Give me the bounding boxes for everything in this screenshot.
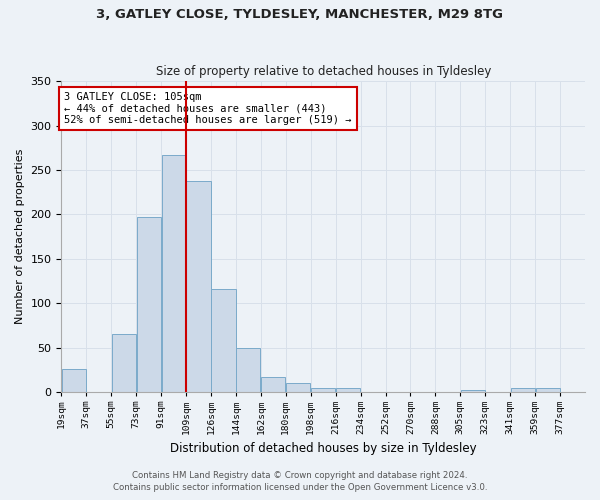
Bar xyxy=(112,334,136,392)
Bar xyxy=(236,348,260,392)
Bar xyxy=(161,155,185,392)
Bar xyxy=(261,377,286,392)
Text: 3, GATLEY CLOSE, TYLDESLEY, MANCHESTER, M29 8TG: 3, GATLEY CLOSE, TYLDESLEY, MANCHESTER, … xyxy=(97,8,503,20)
Text: Contains HM Land Registry data © Crown copyright and database right 2024.
Contai: Contains HM Land Registry data © Crown c… xyxy=(113,471,487,492)
Title: Size of property relative to detached houses in Tyldesley: Size of property relative to detached ho… xyxy=(155,66,491,78)
Y-axis label: Number of detached properties: Number of detached properties xyxy=(15,149,25,324)
Bar xyxy=(187,180,211,392)
Bar xyxy=(511,388,535,392)
Bar xyxy=(286,384,310,392)
Text: 3 GATLEY CLOSE: 105sqm
← 44% of detached houses are smaller (443)
52% of semi-de: 3 GATLEY CLOSE: 105sqm ← 44% of detached… xyxy=(64,92,352,125)
Bar xyxy=(536,388,560,392)
Bar xyxy=(137,217,161,392)
X-axis label: Distribution of detached houses by size in Tyldesley: Distribution of detached houses by size … xyxy=(170,442,476,455)
Bar xyxy=(211,289,236,392)
Bar xyxy=(461,390,485,392)
Bar xyxy=(311,388,335,392)
Bar xyxy=(336,388,360,392)
Bar xyxy=(62,369,86,392)
